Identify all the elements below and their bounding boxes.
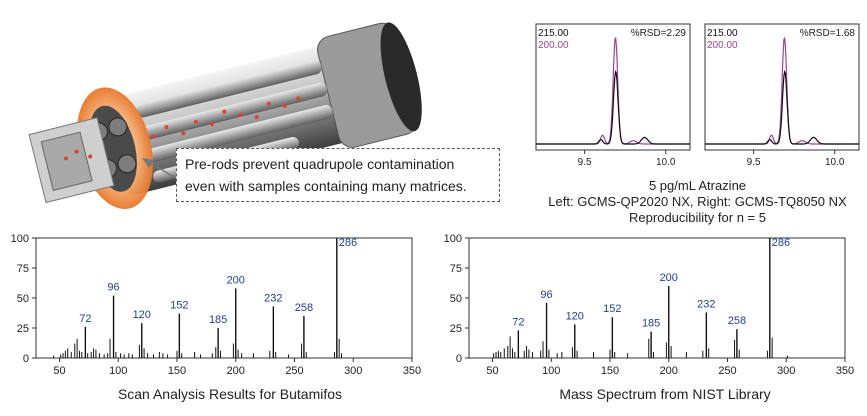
x-tick-label: 150 — [168, 365, 186, 377]
x-tick-label: 350 — [403, 365, 421, 377]
x-tick-label: 100 — [109, 365, 127, 377]
legend-series-215: 215.00 — [538, 28, 569, 39]
series-line-215 — [705, 69, 859, 145]
peak-label-96: 96 — [540, 289, 552, 301]
peak-label-232: 232 — [697, 298, 715, 310]
chromatogram-caption-reproducibility: Reproducibility for n = 5 — [629, 210, 766, 225]
peak-label-258: 258 — [728, 315, 746, 327]
pre-rod-callout: Pre-rods prevent quadrupole contaminatio… — [176, 148, 500, 202]
peak-label-120: 120 — [566, 310, 584, 322]
spectrum-frame — [468, 237, 846, 359]
x-tick-label: 350 — [836, 365, 854, 377]
x-tick-label: 10.0 — [656, 157, 676, 168]
spectrum-frame — [35, 237, 413, 359]
peak-label-72: 72 — [79, 313, 91, 325]
y-tick-label: 75 — [450, 263, 462, 275]
peak-label-185: 185 — [642, 318, 660, 330]
peak-label-152: 152 — [603, 303, 621, 315]
x-tick-label: 300 — [777, 365, 795, 377]
x-tick-label: 200 — [227, 365, 245, 377]
y-tick-label: 75 — [17, 263, 29, 275]
rsd-annotation: %RSD=2.29 — [631, 28, 687, 39]
legend-series-200: 200.00 — [707, 40, 738, 51]
y-tick-label: 100 — [11, 233, 29, 245]
peak-label-200: 200 — [660, 272, 678, 284]
x-tick-label: 150 — [601, 365, 619, 377]
peak-label-232: 232 — [264, 292, 282, 304]
y-tick-label: 100 — [444, 233, 462, 245]
peak-label-120: 120 — [133, 309, 151, 321]
chromatogram-caption-title: 5 pg/mL Atrazine — [648, 178, 747, 193]
y-tick-label: 0 — [23, 353, 29, 365]
peak-label-258: 258 — [295, 302, 313, 314]
legend-series-200: 200.00 — [538, 40, 569, 51]
x-tick-label: 300 — [344, 365, 362, 377]
y-tick-label: 0 — [456, 353, 462, 365]
spectrum-right: 0 25 50 75 100 50 100 150 200 250 300 350 72 96 120 152… — [444, 233, 855, 377]
peak-label-96: 96 — [107, 282, 119, 294]
peak-label-152: 152 — [170, 300, 188, 312]
x-tick-label: 9.5 — [578, 157, 592, 168]
peak-label-72: 72 — [512, 316, 524, 328]
spectrum-right-caption: Mass Spectrum from NIST Library — [559, 386, 771, 402]
legend-series-215: 215.00 — [707, 28, 738, 39]
chromatogram-caption-instruments: Left: GCMS-QP2020 NX, Right: GCMS-TQ8050… — [548, 194, 847, 209]
spectrum-left-caption: Scan Analysis Results for Butamifos — [117, 386, 343, 402]
peak-label-200: 200 — [227, 274, 245, 286]
rsd-annotation: %RSD=1.68 — [800, 28, 856, 39]
peak-label-286: 286 — [772, 237, 790, 249]
x-tick-label: 10.0 — [825, 157, 845, 168]
spectrum-left: 0 25 50 75 100 50 100 150 200 250 300 350 72 96 120 152… — [11, 233, 422, 377]
callout-line-1: Pre-rods prevent quadrupole contaminatio… — [185, 156, 455, 172]
y-tick-label: 50 — [17, 293, 29, 305]
x-tick-label: 100 — [542, 365, 560, 377]
x-tick-label: 250 — [285, 365, 303, 377]
callout-line-2: even with samples containing many matric… — [185, 178, 467, 194]
x-tick-label: 50 — [53, 365, 65, 377]
x-tick-label: 250 — [718, 365, 736, 377]
y-tick-label: 25 — [17, 323, 29, 335]
x-tick-label: 50 — [486, 365, 498, 377]
peak-label-185: 185 — [209, 314, 227, 326]
series-line-215 — [536, 69, 690, 145]
peak-label-286: 286 — [339, 237, 357, 249]
x-tick-label: 9.5 — [747, 157, 761, 168]
y-tick-label: 50 — [450, 293, 462, 305]
x-tick-label: 200 — [660, 365, 678, 377]
y-tick-label: 25 — [450, 323, 462, 335]
